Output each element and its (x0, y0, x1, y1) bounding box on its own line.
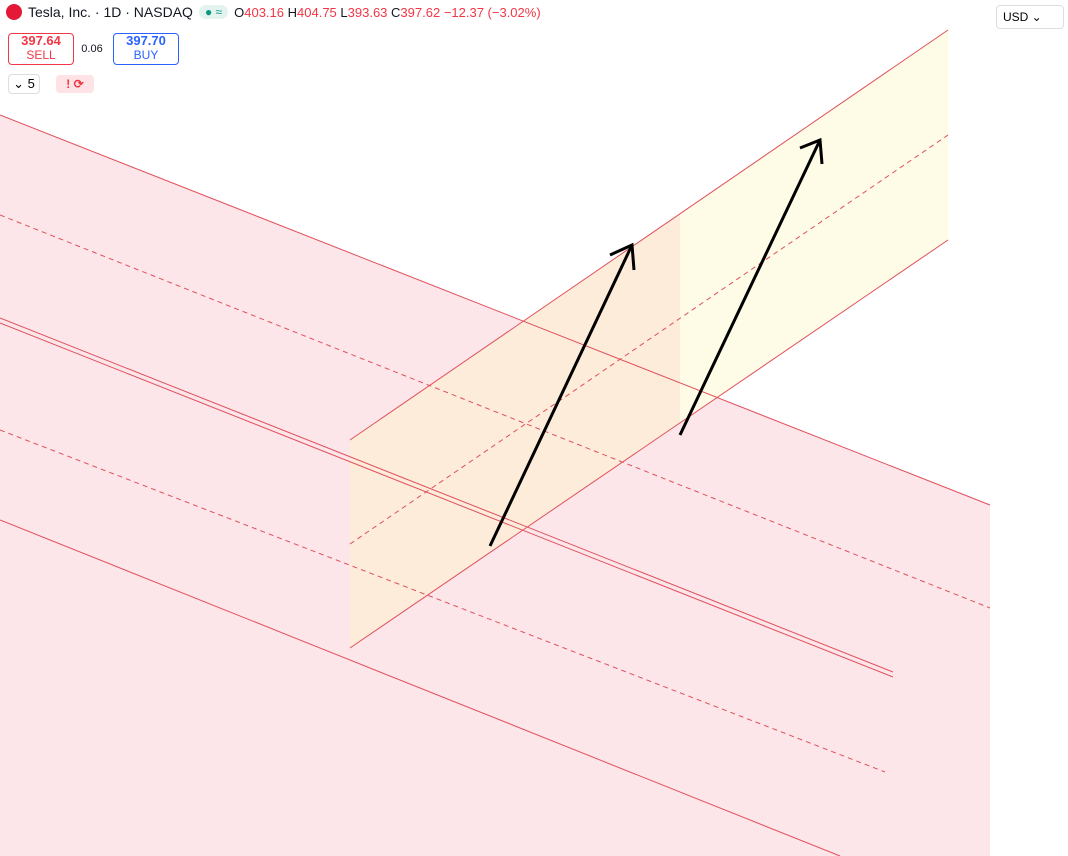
indicator-count: 5 (27, 76, 35, 91)
c-label: C (391, 4, 401, 20)
sell: SELL (26, 48, 56, 62)
sell-price: 397.64 (21, 33, 61, 48)
arrow-head (799, 137, 824, 165)
channel-mid (349, 134, 949, 545)
channel-line (349, 29, 949, 441)
price-axis (990, 0, 1068, 856)
arrow-head (609, 242, 636, 271)
drawings (0, 29, 991, 856)
l-label: L (340, 4, 348, 20)
buy-button[interactable]: 397.70 BUY (113, 33, 179, 65)
open: 403.16 (244, 4, 284, 20)
channel-line (0, 519, 841, 856)
high: 404.75 (297, 4, 337, 20)
currency: USD (1003, 10, 1029, 24)
h-label: H (287, 4, 298, 20)
trend-line (0, 322, 894, 678)
channel-mid (0, 214, 991, 609)
buy-price: 397.70 (126, 33, 166, 48)
buy: BUY (133, 48, 159, 62)
trend-line (0, 317, 894, 673)
channel-line (0, 114, 991, 506)
o-label: O (234, 4, 245, 20)
arrow (488, 244, 634, 547)
currency-select[interactable]: USD ⌄ (996, 5, 1064, 29)
spread: 0.06 (81, 43, 103, 55)
channel-line (349, 239, 949, 649)
change: −12.37 (−3.02%) (443, 4, 541, 20)
arrow (678, 139, 822, 436)
indicators-toggle[interactable]: ⌄ 5 (8, 74, 40, 94)
sell-button[interactable]: 397.64 SELL (8, 33, 74, 65)
title: Tesla, Inc. · 1D · NASDAQ (28, 4, 193, 20)
arrows (488, 137, 824, 547)
alerts[interactable]: ! ⟳ (56, 75, 94, 93)
close: 397.62 (400, 4, 441, 20)
header: Tesla, Inc. · 1D · NASDAQ ● ≈ O403.16 H4… (6, 4, 541, 20)
low: 393.63 (347, 4, 388, 20)
